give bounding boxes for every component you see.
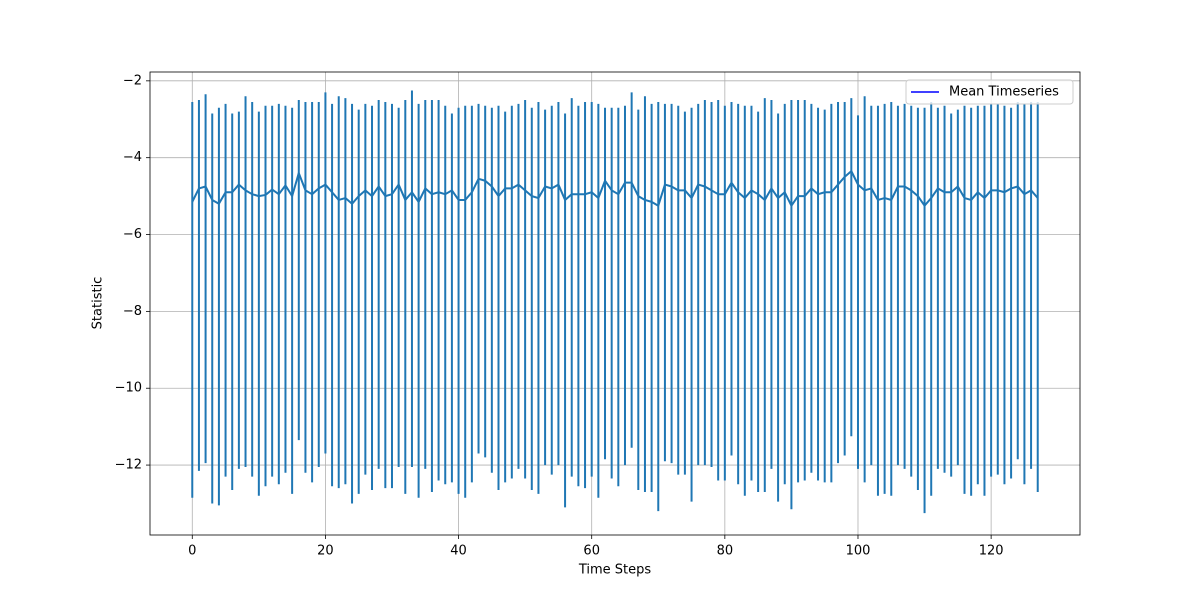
legend-box	[905, 79, 1074, 105]
x-tick-label: 0	[188, 544, 196, 559]
x-axis-label: Time Steps	[578, 563, 652, 578]
mean-line	[191, 170, 1039, 207]
x-tick-label: 80	[717, 544, 734, 559]
x-tick-label: 60	[583, 544, 600, 559]
x-tick-label: 40	[450, 544, 467, 559]
x-tick-label: 100	[846, 544, 871, 559]
y-tick-label: −10	[115, 381, 142, 396]
legend-label: Mean Timeseries	[949, 85, 1059, 100]
y-tick-label: −12	[115, 458, 142, 473]
y-tick-label: −4	[123, 150, 142, 165]
y-axis-label: Statistic	[91, 277, 106, 330]
y-tick-label: −6	[123, 227, 142, 242]
y-tick-label: −2	[123, 73, 142, 88]
y-tick-label: −8	[123, 304, 142, 319]
axes-frame	[149, 71, 1081, 536]
x-tick-label: 20	[317, 544, 334, 559]
x-tick-label: 120	[979, 544, 1004, 559]
